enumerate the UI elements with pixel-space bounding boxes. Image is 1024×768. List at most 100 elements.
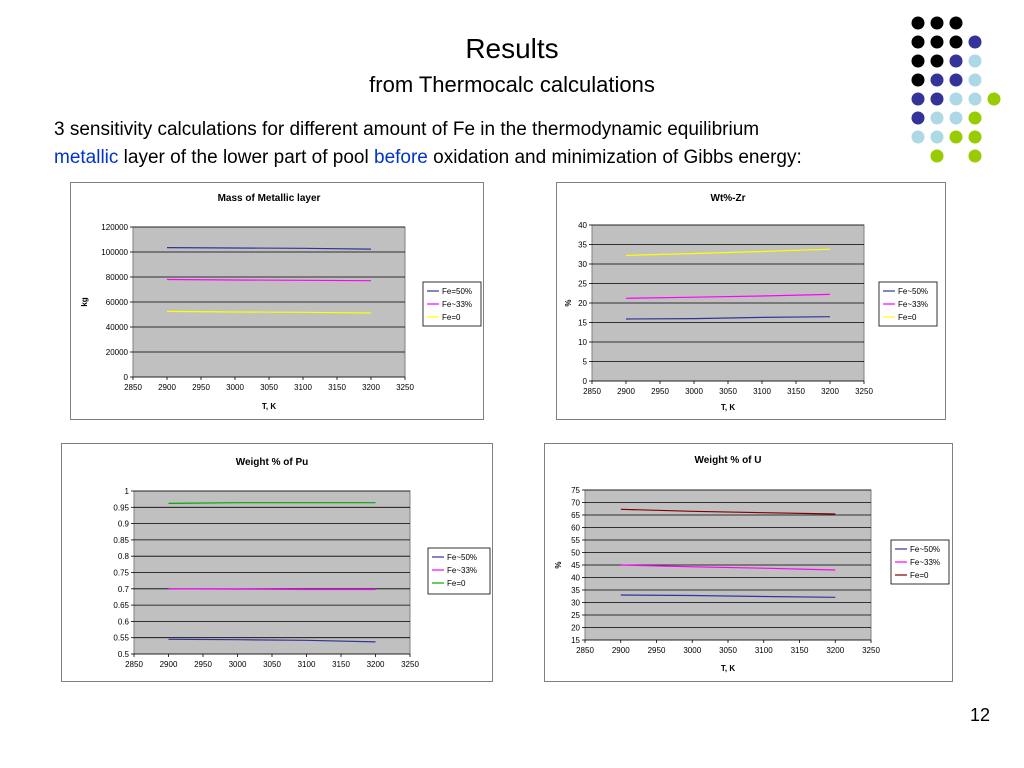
y-tick-label: 0.85 [113, 536, 129, 545]
y-tick-label: 20 [578, 299, 587, 308]
x-tick-label: 3150 [328, 383, 346, 392]
y-tick-label: 0 [124, 373, 129, 382]
y-tick-label: 75 [571, 486, 580, 495]
x-tick-label: 2950 [651, 387, 669, 396]
x-tick-label: 3200 [362, 383, 380, 392]
x-tick-label: 2900 [158, 383, 176, 392]
legend-entry: Fe~33% [898, 300, 928, 309]
chart-svg: 15 20 25 30 35 40 45 50 55 60 65 70 75 2850 2900 2950 30… [554, 455, 950, 673]
y-tick-label: 20 [571, 624, 580, 633]
y-tick-label: 50 [571, 549, 580, 558]
x-tick-label: 2900 [617, 387, 635, 396]
x-tick-label: 2900 [612, 646, 630, 655]
slide-subtitle: from Thermocalc calculations [369, 72, 655, 97]
x-tick-label: 3150 [787, 387, 805, 396]
chart-wt-zr: 0 5 10 15 20 25 30 35 40 2850 2900 2950 3000 3050 3100… [556, 182, 946, 420]
x-tick-label: 3100 [753, 387, 771, 396]
x-tick-label: 2950 [192, 383, 210, 392]
y-tick-label: 40000 [106, 323, 129, 332]
y-tick-label: 120000 [101, 223, 128, 232]
series-line [625, 316, 831, 320]
x-tick-label: 3200 [826, 646, 844, 655]
y-tick-label: 55 [571, 536, 580, 545]
series-line [166, 247, 372, 250]
y-axis-label: kg [80, 297, 89, 306]
chart-svg: 0 20000 40000 60000 80000 100000 120000 2850 290… [80, 193, 482, 411]
decorative-dot [930, 16, 944, 30]
series-line [625, 293, 831, 299]
x-tick-label: 3000 [229, 660, 247, 669]
series-line [620, 508, 836, 515]
x-tick-label: 2950 [194, 660, 212, 669]
x-tick-label: 3150 [332, 660, 350, 669]
y-axis-label: % [564, 299, 573, 306]
x-tick-label: 3250 [862, 646, 880, 655]
legend-box [427, 547, 491, 595]
intro-part1: 3 sensitivity calculations for different… [54, 119, 760, 140]
y-tick-label: 80000 [106, 273, 129, 282]
y-tick-label: 0 [583, 377, 588, 386]
y-tick-label: 0.55 [113, 634, 129, 643]
x-tick-label: 2850 [576, 646, 594, 655]
x-tick-label: 3100 [755, 646, 773, 655]
x-tick-label: 3050 [719, 646, 737, 655]
legend-entry: Fe~33% [447, 566, 477, 575]
y-tick-label: 70 [571, 499, 580, 508]
y-tick-label: 20000 [106, 348, 129, 357]
legend-entry: Fe~50% [447, 553, 477, 562]
x-tick-label: 3000 [683, 646, 701, 655]
y-tick-label: 40 [578, 221, 587, 230]
chart-svg: 0.5 0.55 0.6 0.65 0.7 0.75 0.8 0.85 0.9 0.95 1 2850… [113, 457, 491, 669]
y-tick-label: 35 [578, 241, 587, 250]
x-tick-label: 3050 [719, 387, 737, 396]
chart-svg: 0 5 10 15 20 25 30 35 40 2850 2900 2950 3000 3050 3100… [564, 193, 938, 412]
y-tick-label: 0.9 [118, 520, 130, 529]
intro-text: 3 sensitivity calculations for different… [54, 116, 984, 172]
x-axis-label: T, K [721, 664, 735, 673]
y-tick-label: 0.7 [118, 585, 130, 594]
y-tick-label: 45 [571, 561, 580, 570]
chart-title: Weight % of Pu [236, 457, 309, 468]
x-tick-label: 3200 [821, 387, 839, 396]
y-tick-label: 0.5 [118, 650, 130, 659]
x-tick-label: 3000 [685, 387, 703, 396]
y-tick-label: 60 [571, 524, 580, 533]
y-tick-label: 30 [571, 599, 580, 608]
y-tick-label: 1 [125, 487, 130, 496]
series-line [620, 594, 836, 598]
x-axis-label: T, K [721, 403, 735, 412]
x-axis-label: T, K [262, 402, 276, 411]
intro-part2: layer of the lower part of pool [118, 147, 374, 168]
legend-entry: Fe=0 [910, 571, 929, 580]
y-tick-label: 15 [571, 636, 580, 645]
x-tick-label: 3050 [263, 660, 281, 669]
chart-mass-metallic-layer: 0 20000 40000 60000 80000 100000 120000 2850 290… [70, 182, 484, 420]
decorative-dot [949, 16, 963, 30]
y-tick-label: 30 [578, 260, 587, 269]
x-tick-label: 3250 [855, 387, 873, 396]
y-tick-label: 35 [571, 586, 580, 595]
y-axis-label: % [554, 561, 563, 568]
y-tick-label: 60000 [106, 298, 129, 307]
intro-before: before [374, 147, 428, 168]
legend-entry: Fe=0 [898, 313, 917, 322]
decorative-dot [911, 16, 925, 30]
legend-entry: Fe~33% [442, 300, 472, 309]
legend-entry: Fe=50% [442, 287, 472, 296]
y-tick-label: 0.75 [113, 569, 129, 578]
x-tick-label: 3250 [401, 660, 419, 669]
x-tick-label: 3100 [298, 660, 316, 669]
x-tick-label: 2850 [583, 387, 601, 396]
chart-weight-pu: 0.5 0.55 0.6 0.65 0.7 0.75 0.8 0.85 0.9 0.95 1 2850… [61, 443, 493, 682]
y-tick-label: 15 [578, 319, 587, 328]
y-tick-label: 0.65 [113, 601, 129, 610]
chart-title: Mass of Metallic layer [218, 193, 321, 204]
x-tick-label: 3150 [791, 646, 809, 655]
y-tick-label: 25 [571, 611, 580, 620]
y-tick-label: 40 [571, 574, 580, 583]
x-tick-label: 3050 [260, 383, 278, 392]
y-tick-label: 10 [578, 338, 587, 347]
y-tick-label: 65 [571, 511, 580, 520]
x-tick-label: 2950 [648, 646, 666, 655]
legend-entry: Fe~50% [910, 545, 940, 554]
